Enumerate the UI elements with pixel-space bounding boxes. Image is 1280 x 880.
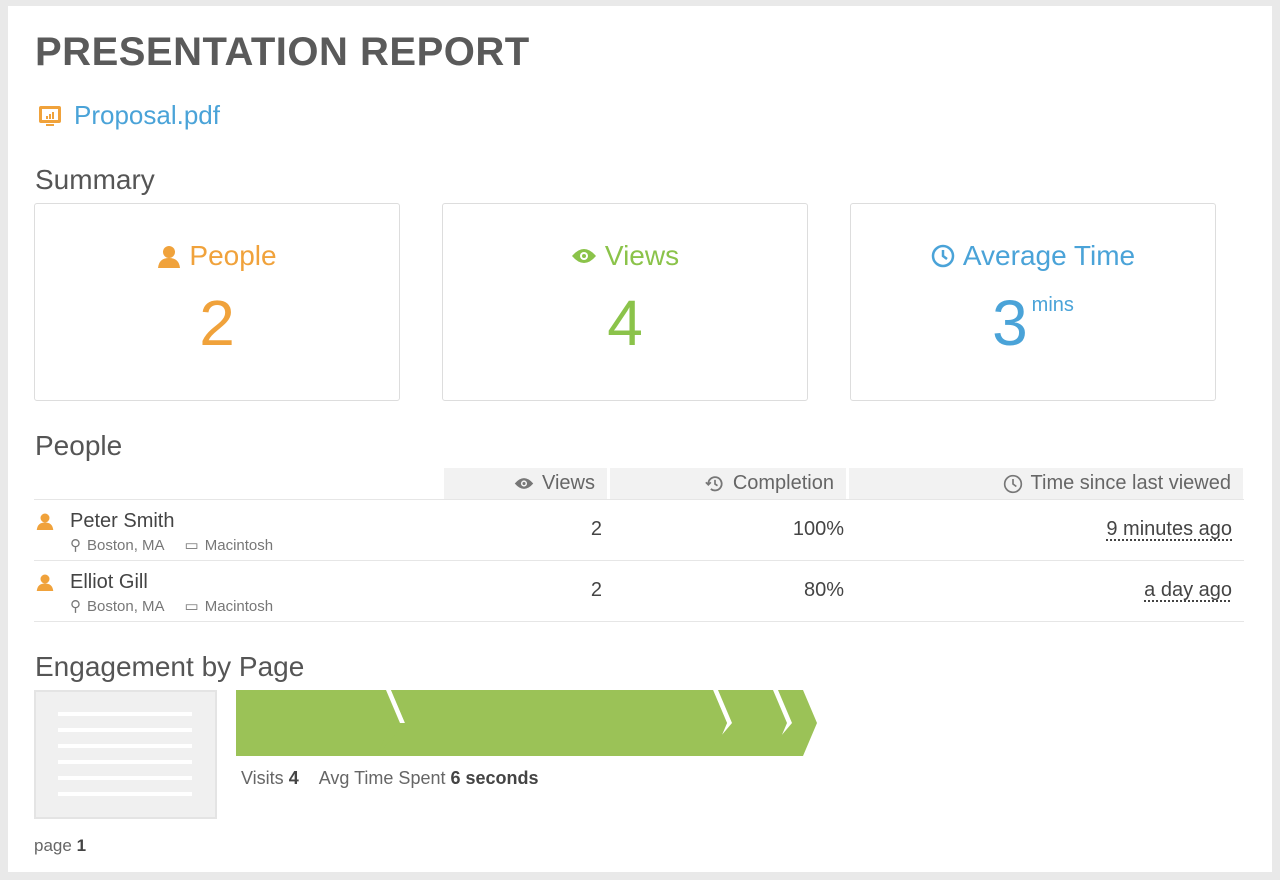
person-location: Boston, MA — [87, 536, 165, 554]
person-icon — [158, 246, 181, 268]
views-card-label: Views — [604, 240, 680, 271]
page-stats: Visits 4 Avg Time Spent 6 seconds — [241, 768, 539, 789]
last-viewed-cell: 9 minutes ago — [1106, 518, 1232, 540]
summary-heading: Summary — [35, 164, 155, 195]
completion-header-label: Completion — [732, 472, 834, 494]
person-name: Elliot Gill — [70, 571, 148, 593]
completion-cell: 80% — [803, 579, 844, 601]
person-name: Peter Smith — [70, 510, 175, 532]
eye-icon — [514, 478, 534, 489]
visits-label: Visits — [241, 768, 284, 788]
page-value: 1 — [76, 836, 87, 855]
views-card-value: 4 — [607, 287, 643, 359]
table-row[interactable]: Elliot Gill ⚲ Boston, MA ▭ Macintosh 2 80% … — [34, 560, 1244, 622]
engagement-segment — [704, 690, 787, 756]
completion-cell: 100% — [792, 518, 844, 540]
table-row[interactable]: Peter Smith ⚲ Boston, MA ▭ Macintosh 2 100%… — [34, 499, 1244, 561]
monitor-icon: ▭ — [184, 598, 199, 615]
map-pin-icon: ⚲ — [70, 537, 81, 554]
avg-time-value: 6 seconds — [450, 768, 539, 788]
map-pin-icon: ⚲ — [70, 598, 81, 615]
person-location: Boston, MA — [87, 597, 165, 615]
table-divider — [34, 621, 1244, 622]
people-card-label: People — [189, 240, 277, 271]
page-label: page — [34, 836, 72, 855]
avg-time-label: Avg Time Spent — [318, 768, 446, 788]
views-header-label: Views — [542, 472, 595, 494]
eye-icon — [571, 249, 596, 263]
views-cell: 2 — [590, 579, 602, 601]
engagement-segment — [236, 690, 400, 756]
last-viewed-cell: a day ago — [1144, 579, 1232, 601]
file-name[interactable]: Proposal.pdf — [74, 100, 220, 130]
last-viewed-header-label: Time since last viewed — [1030, 472, 1231, 494]
average-time-value: 3 — [992, 287, 1028, 359]
history-icon — [705, 475, 723, 491]
monitor-icon: ▭ — [184, 537, 199, 554]
average-time-card-label: Average Time — [962, 240, 1136, 271]
page-number: page 1 — [34, 836, 86, 856]
person-icon — [36, 574, 54, 591]
average-time-card: Average Time 3 mins — [850, 203, 1216, 401]
file-link[interactable]: Proposal.pdf — [38, 100, 220, 131]
visits-value: 4 — [288, 768, 299, 788]
engagement-bar — [236, 690, 817, 756]
views-card: Views 4 — [442, 203, 808, 401]
clock-icon — [931, 244, 955, 268]
people-card-value: 2 — [199, 287, 235, 359]
presentation-chart-icon — [39, 105, 61, 126]
last-viewed-column-header[interactable]: Time since last viewed — [849, 468, 1243, 499]
people-heading: People — [35, 430, 123, 461]
page-thumbnail[interactable] — [34, 690, 217, 819]
person-device: Macintosh — [204, 597, 274, 615]
engagement-heading: Engagement by Page — [35, 651, 305, 682]
page-title: PRESENTATION REPORT — [35, 30, 530, 74]
person-icon — [36, 513, 54, 530]
people-card: People 2 — [34, 203, 400, 401]
person-device: Macintosh — [204, 536, 274, 554]
engagement-segment — [377, 690, 727, 756]
views-column-header[interactable]: Views — [444, 468, 607, 499]
views-cell: 2 — [590, 518, 602, 540]
completion-column-header[interactable]: Completion — [610, 468, 846, 499]
engagement-segment — [764, 690, 817, 756]
average-time-unit: mins — [1031, 294, 1074, 316]
report-page: PRESENTATION REPORT Proposal.pdf Summary… — [8, 6, 1272, 872]
clock-icon — [1003, 474, 1022, 493]
